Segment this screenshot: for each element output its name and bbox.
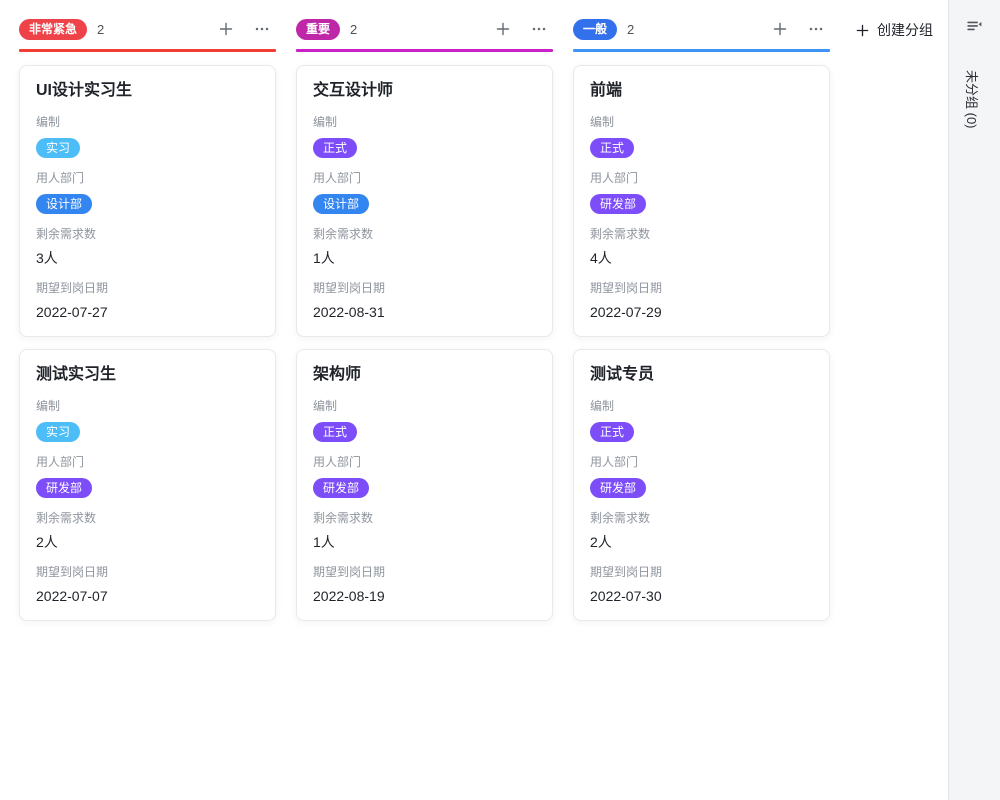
field-value: 1人 — [313, 250, 335, 266]
create-group-label: 创建分组 — [877, 22, 933, 38]
field-label: 用人部门 — [590, 455, 639, 469]
field-label: 编制 — [590, 115, 615, 129]
column-actions — [493, 19, 553, 39]
more-icon[interactable] — [806, 19, 826, 39]
field-value: 4人 — [590, 250, 612, 266]
field-value: 2022-07-27 — [36, 304, 108, 320]
record-card[interactable]: 测试实习生 编制 实习 用人部门 研发部 剩余需求数 2人 期望到岗日期 202… — [19, 349, 276, 621]
more-icon[interactable] — [529, 19, 549, 39]
field-label: 编制 — [313, 399, 338, 413]
field-label: 编制 — [313, 115, 338, 129]
plus-icon — [855, 23, 870, 38]
field-label: 用人部门 — [590, 171, 639, 185]
field-label: 剩余需求数 — [36, 227, 97, 241]
field-label: 剩余需求数 — [313, 511, 374, 525]
create-group-button[interactable]: 创建分组 — [855, 20, 933, 40]
option-tag: 正式 — [590, 138, 635, 158]
option-tag: 研发部 — [313, 478, 370, 498]
option-tag: 研发部 — [36, 478, 93, 498]
option-tag: 实习 — [36, 138, 81, 158]
column-header: 重要 2 — [296, 18, 553, 40]
column-header: 非常紧急 2 — [19, 18, 276, 40]
field-label: 剩余需求数 — [590, 511, 651, 525]
record-card[interactable]: UI设计实习生 编制 实习 用人部门 设计部 剩余需求数 3人 期望到岗日期 2… — [19, 65, 276, 337]
group-color-bar — [573, 49, 830, 52]
ungrouped-label[interactable]: 未分组 (0) — [964, 70, 979, 129]
field-value: 3人 — [36, 250, 58, 266]
group-count: 2 — [627, 21, 635, 37]
field-label: 剩余需求数 — [590, 227, 651, 241]
record-card[interactable]: 交互设计师 编制 正式 用人部门 设计部 剩余需求数 1人 期望到岗日期 202… — [296, 65, 553, 337]
record-card[interactable]: 前端 编制 正式 用人部门 研发部 剩余需求数 4人 期望到岗日期 2022-0… — [573, 65, 830, 337]
field-label: 用人部门 — [313, 455, 362, 469]
group-badge: 重要 — [296, 18, 341, 40]
group-count: 2 — [350, 21, 358, 37]
card-title: 交互设计师 — [313, 82, 394, 99]
kanban-board: 非常紧急 2 UI设计实习生 编制 实习 用人部门 设计部 剩余需求数 3人 — [19, 18, 933, 621]
plus-icon[interactable] — [770, 19, 790, 39]
field-label: 用人部门 — [36, 171, 85, 185]
group-count: 2 — [97, 21, 105, 37]
field-label: 编制 — [590, 399, 615, 413]
field-value: 2022-07-29 — [590, 304, 662, 320]
field-label: 编制 — [36, 399, 61, 413]
field-label: 剩余需求数 — [313, 227, 374, 241]
group-badge: 一般 — [573, 18, 618, 40]
option-tag: 正式 — [313, 138, 358, 158]
record-card[interactable]: 测试专员 编制 正式 用人部门 研发部 剩余需求数 2人 期望到岗日期 2022… — [573, 349, 830, 621]
hidden-groups-rail: 未分组 (0) — [948, 0, 1000, 800]
option-tag: 研发部 — [590, 194, 647, 214]
option-tag: 设计部 — [36, 194, 93, 214]
record-card[interactable]: 架构师 编制 正式 用人部门 研发部 剩余需求数 1人 期望到岗日期 2022-… — [296, 349, 553, 621]
more-icon[interactable] — [252, 19, 272, 39]
field-label: 期望到岗日期 — [36, 281, 109, 295]
card-list: 前端 编制 正式 用人部门 研发部 剩余需求数 4人 期望到岗日期 2022-0… — [573, 65, 830, 621]
field-label: 编制 — [36, 115, 61, 129]
field-value: 1人 — [313, 534, 335, 550]
option-tag: 设计部 — [313, 194, 370, 214]
card-list: UI设计实习生 编制 实习 用人部门 设计部 剩余需求数 3人 期望到岗日期 2… — [19, 65, 276, 621]
group-badge: 非常紧急 — [19, 18, 88, 40]
card-title: 架构师 — [313, 366, 362, 383]
option-tag: 研发部 — [590, 478, 647, 498]
field-value: 2人 — [36, 534, 58, 550]
plus-icon[interactable] — [216, 19, 236, 39]
option-tag: 正式 — [590, 422, 635, 442]
plus-icon[interactable] — [493, 19, 513, 39]
field-value: 2人 — [590, 534, 612, 550]
field-label: 用人部门 — [36, 455, 85, 469]
field-value: 2022-08-19 — [313, 588, 385, 604]
option-tag: 实习 — [36, 422, 81, 442]
column-header: 一般 2 — [573, 18, 830, 40]
field-label: 剩余需求数 — [36, 511, 97, 525]
card-title: UI设计实习生 — [36, 82, 133, 99]
field-label: 期望到岗日期 — [313, 565, 386, 579]
field-label: 期望到岗日期 — [313, 281, 386, 295]
column-actions — [770, 19, 830, 39]
group-color-bar — [19, 49, 276, 52]
option-tag: 正式 — [313, 422, 358, 442]
field-label: 期望到岗日期 — [590, 565, 663, 579]
field-value: 2022-08-31 — [313, 304, 385, 320]
field-value: 2022-07-07 — [36, 588, 108, 604]
field-label: 期望到岗日期 — [36, 565, 109, 579]
collapse-groups-icon[interactable] — [965, 16, 985, 36]
card-title: 测试专员 — [590, 366, 655, 383]
column-actions — [216, 19, 276, 39]
card-list: 交互设计师 编制 正式 用人部门 设计部 剩余需求数 1人 期望到岗日期 202… — [296, 65, 553, 621]
card-title: 测试实习生 — [36, 366, 117, 383]
card-title: 前端 — [590, 82, 623, 99]
field-label: 期望到岗日期 — [590, 281, 663, 295]
group-color-bar — [296, 49, 553, 52]
field-label: 用人部门 — [313, 171, 362, 185]
field-value: 2022-07-30 — [590, 588, 662, 604]
